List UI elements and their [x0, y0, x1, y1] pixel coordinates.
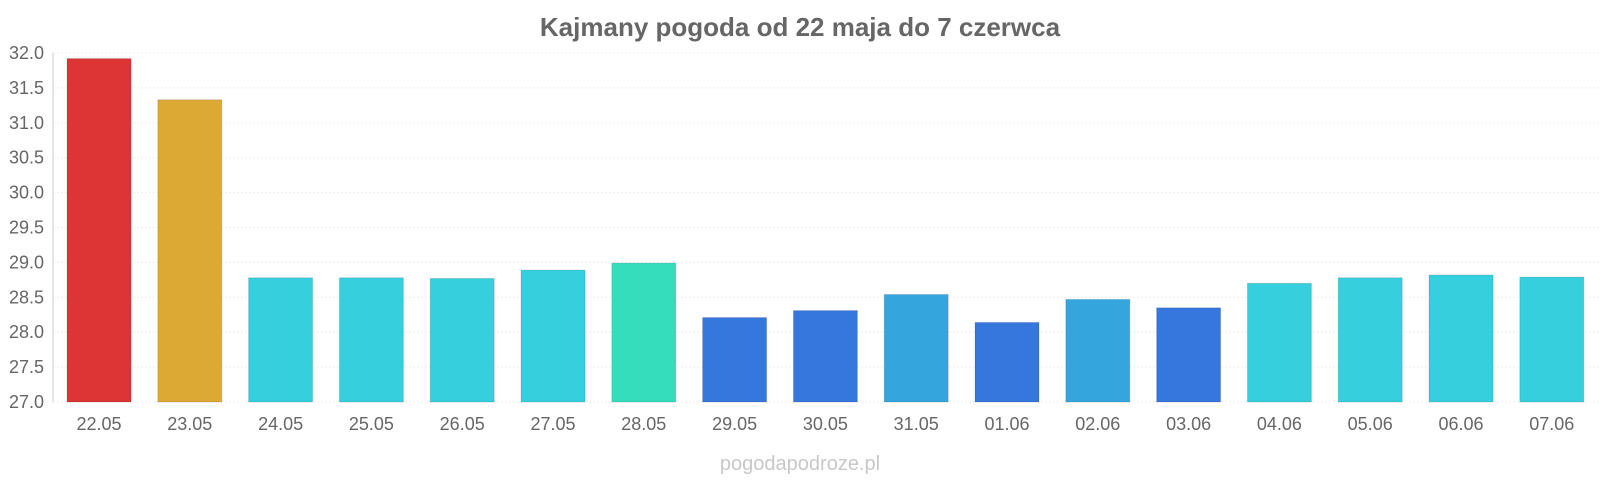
x-tick-label: 22.05 — [76, 414, 121, 434]
bar-06.06 — [1428, 274, 1494, 403]
y-tick-label: 30.5 — [9, 148, 44, 168]
x-tick-label: 30.05 — [803, 414, 848, 434]
bar-30.05 — [792, 310, 858, 403]
x-tick-label: 31.05 — [894, 414, 939, 434]
bar-23.05 — [157, 99, 223, 403]
bar-04.06 — [1246, 282, 1312, 403]
bar-31.05 — [883, 294, 949, 403]
bars — [66, 58, 1585, 403]
y-tick-label: 30.0 — [9, 183, 44, 203]
bar-25.05 — [338, 277, 404, 403]
bar-03.06 — [1156, 307, 1222, 403]
x-tick-label: 04.06 — [1257, 414, 1302, 434]
x-tick-label: 24.05 — [258, 414, 303, 434]
source-watermark: pogodapodroze.pl — [720, 453, 880, 475]
x-tick-label: 26.05 — [440, 414, 485, 434]
y-tick-label: 29.0 — [9, 252, 44, 272]
y-tick-label: 27.0 — [9, 392, 44, 412]
bar-28.05 — [611, 262, 677, 403]
x-tick-label: 02.06 — [1075, 414, 1120, 434]
bar-27.05 — [520, 269, 586, 403]
x-tick-label: 28.05 — [621, 414, 666, 434]
y-axis-ticks: 27.0 27.5 28.0 28.5 29.0 29.5 30.0 30.5 31.0 31.5… — [9, 43, 44, 412]
y-tick-label: 31.0 — [9, 113, 44, 133]
y-tick-label: 28.5 — [9, 287, 44, 307]
x-tick-label: 03.06 — [1166, 414, 1211, 434]
x-tick-label: 06.06 — [1438, 414, 1483, 434]
x-axis-ticks: 22.05 23.05 24.05 25.05 26.05 27.05 28.05 29.05… — [76, 414, 1574, 434]
bar-24.05 — [248, 277, 314, 403]
y-tick-label: 32.0 — [9, 43, 44, 63]
y-tick-label: 27.5 — [9, 357, 44, 377]
x-tick-label: 23.05 — [167, 414, 212, 434]
x-tick-label: 07.06 — [1529, 414, 1574, 434]
bar-01.06 — [974, 321, 1040, 403]
bar-05.06 — [1337, 277, 1403, 403]
bar-02.06 — [1065, 298, 1131, 403]
y-tick-label: 29.5 — [9, 218, 44, 238]
x-tick-label: 29.05 — [712, 414, 757, 434]
bar-29.05 — [702, 317, 768, 403]
x-tick-label: 27.05 — [530, 414, 575, 434]
x-tick-label: 25.05 — [349, 414, 394, 434]
y-tick-label: 28.0 — [9, 322, 44, 342]
bar-07.06 — [1519, 276, 1585, 403]
x-tick-label: 05.06 — [1348, 414, 1393, 434]
y-tick-label: 31.5 — [9, 78, 44, 98]
bar-26.05 — [429, 277, 495, 403]
x-tick-label: 01.06 — [984, 414, 1029, 434]
chart-title: Kajmany pogoda od 22 maja do 7 czerwca — [540, 12, 1061, 42]
bar-22.05 — [66, 58, 132, 403]
